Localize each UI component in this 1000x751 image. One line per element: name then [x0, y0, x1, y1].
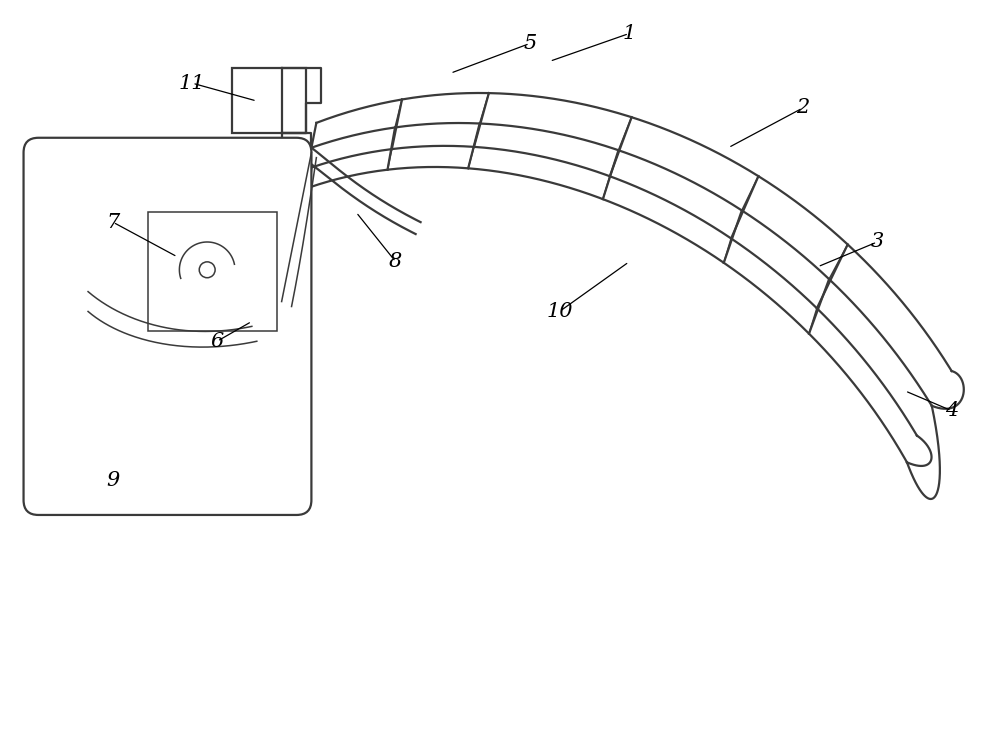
Text: 2: 2 — [796, 98, 809, 117]
Text: 5: 5 — [523, 34, 536, 53]
Text: 10: 10 — [546, 302, 573, 321]
Text: 4: 4 — [945, 401, 958, 421]
Bar — [232, 68, 306, 133]
Text: 9: 9 — [106, 471, 120, 490]
Text: 7: 7 — [106, 213, 120, 231]
Text: 11: 11 — [179, 74, 206, 92]
FancyBboxPatch shape — [24, 137, 311, 515]
Bar — [148, 213, 277, 331]
Text: 6: 6 — [210, 332, 224, 351]
Text: 8: 8 — [389, 252, 402, 271]
Text: 3: 3 — [871, 233, 884, 252]
Text: 1: 1 — [622, 24, 636, 43]
